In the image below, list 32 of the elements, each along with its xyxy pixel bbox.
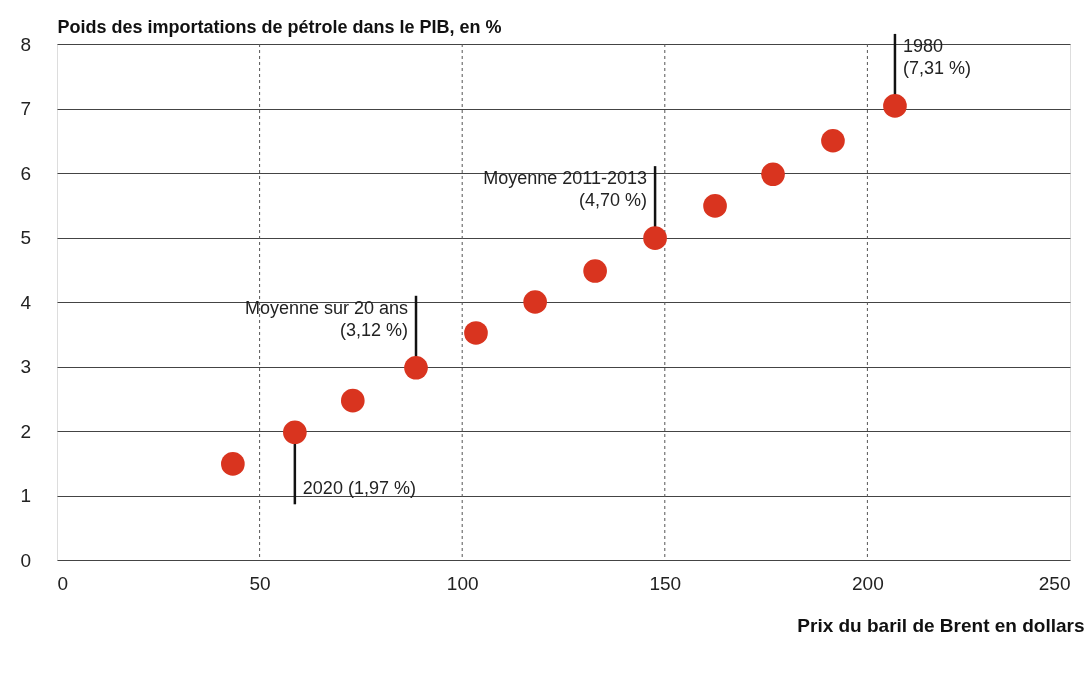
point: [583, 259, 607, 283]
y-tick-label: 0: [20, 549, 32, 571]
x-tick-label: 100: [446, 572, 479, 594]
point: [404, 355, 428, 380]
point: [703, 194, 727, 218]
point: [523, 290, 547, 314]
x-tick-label: 50: [249, 572, 271, 594]
x-axis-title: Prix du baril de Brent en dollars: [797, 614, 1085, 636]
point: [761, 162, 785, 187]
point: [821, 128, 845, 153]
y-tick-label: 6: [20, 162, 32, 184]
y-axis-title: Poids des importations de pétrole dans le PIB, en %: [57, 16, 502, 37]
annotation: Moyenne sur 20 ans (3,12 %): [244, 297, 409, 340]
y-tick-label: 3: [20, 356, 32, 377]
y-tick-label: 5: [20, 227, 32, 248]
point: [883, 94, 907, 118]
point: [464, 321, 488, 345]
x-tick-label: 250: [1038, 572, 1071, 594]
x-tick-label: 150: [649, 572, 682, 594]
y-tick-label: 2: [20, 420, 32, 442]
y-tick-label: 8: [20, 33, 32, 55]
point: [340, 388, 365, 413]
point: [283, 420, 307, 445]
point: [221, 452, 245, 476]
point: [643, 226, 667, 250]
y-tick-label: 7: [20, 98, 32, 119]
annotation: Moyenne 2011-2013 (4,70 %): [483, 168, 648, 211]
x-tick-label: 200: [852, 572, 884, 594]
x-tick-label: 0: [57, 572, 69, 594]
y-tick-label: 4: [20, 291, 32, 313]
annotation: 2020 (1,97 %): [302, 478, 416, 499]
y-tick-label: 1: [20, 485, 32, 506]
